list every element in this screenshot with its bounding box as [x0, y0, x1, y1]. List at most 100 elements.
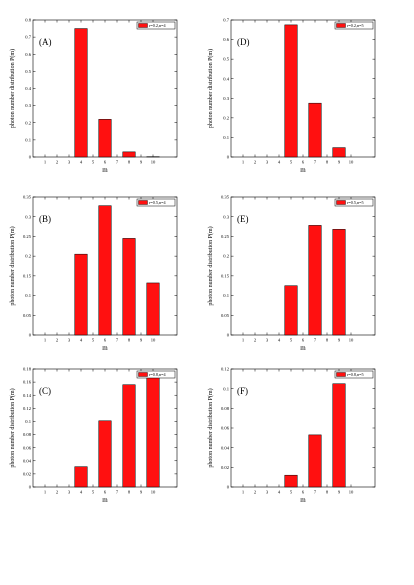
y-tick-label: 0.06 [221, 426, 230, 431]
y-tick-label: 0.18 [23, 367, 32, 372]
x-tick-label: 1 [44, 490, 47, 495]
legend-label: r=0.5,n=4 [149, 200, 166, 206]
x-tick-label: 4 [278, 338, 281, 343]
bar [284, 24, 298, 158]
x-tick-label: 7 [314, 160, 317, 165]
bar [308, 225, 322, 336]
bar [122, 384, 136, 488]
y-tick-label: 0.12 [23, 406, 32, 411]
bar [98, 119, 112, 158]
x-tick-label: 7 [314, 338, 317, 343]
x-tick-label: 5 [92, 338, 95, 343]
panel-label: (D) [237, 37, 250, 47]
bar [122, 238, 136, 336]
x-tick-label: 1 [242, 338, 245, 343]
bar [332, 147, 346, 158]
y-tick-label: 0.35 [23, 195, 32, 200]
x-tick-label: 6 [302, 490, 305, 495]
x-tick-label: 6 [104, 338, 107, 343]
y-axis-label: photon number distribution P(m) [9, 226, 16, 305]
y-tick-label: 0 [29, 485, 32, 490]
x-tick-label: 8 [326, 490, 329, 495]
x-axis-label: m [300, 496, 306, 504]
x-axis-label: m [102, 496, 108, 504]
y-tick-label: 0.35 [221, 195, 230, 200]
legend-swatch [336, 372, 346, 377]
x-tick-label: 10 [349, 160, 354, 165]
y-tick-label: 0.2 [223, 115, 229, 120]
y-tick-label: 0.12 [221, 367, 230, 372]
x-tick-label: 9 [140, 338, 143, 343]
y-tick-label: 0.1 [25, 137, 31, 142]
y-tick-label: 0.7 [223, 18, 229, 23]
x-tick-label: 2 [254, 338, 257, 343]
bar [146, 282, 160, 336]
x-tick-label: 5 [92, 490, 95, 495]
y-tick-label: 0.5 [25, 69, 31, 74]
legend-swatch [138, 200, 148, 205]
y-tick-label: 0.2 [25, 120, 31, 125]
x-tick-label: 3 [266, 338, 269, 343]
x-tick-label: 4 [278, 160, 281, 165]
y-tick-label: 0.04 [23, 458, 32, 463]
x-tick-label: 2 [56, 338, 59, 343]
y-tick-label: 0 [29, 333, 32, 338]
plot-frame [230, 196, 376, 336]
y-tick-label: 0 [227, 485, 230, 490]
x-tick-label: 7 [116, 338, 119, 343]
y-tick-label: 0.6 [223, 37, 229, 42]
x-tick-label: 10 [349, 490, 354, 495]
x-tick-label: 4 [80, 338, 83, 343]
x-tick-label: 3 [68, 490, 71, 495]
legend-label: r=0.2,n=5 [347, 23, 364, 29]
y-tick-label: 0.25 [221, 234, 230, 239]
y-tick-label: 0 [29, 155, 32, 160]
y-tick-label: 0.1 [25, 293, 31, 298]
y-axis-label: photon number distribution P(m) [207, 226, 214, 305]
y-tick-label: 0.14 [23, 393, 32, 398]
x-tick-label: 2 [254, 160, 257, 165]
x-axis-label: m [300, 344, 306, 352]
y-tick-label: 0.15 [221, 273, 230, 278]
legend-swatch [336, 23, 346, 28]
y-tick-label: 0.3 [223, 96, 229, 101]
legend-label: r=0.5,n=5 [347, 200, 364, 206]
legend-box [334, 198, 374, 207]
bar [308, 434, 322, 488]
panel-label: (A) [39, 37, 52, 47]
legend-box [136, 21, 176, 30]
panel-label: (B) [39, 214, 51, 224]
y-tick-label: 0.8 [25, 18, 31, 23]
chart-panel: 0 0.05 0.1 0.15 0.2 0.25 0.3 0.35 1 2 3 4 5 6 7 8 9 10 r=0… [207, 195, 376, 352]
x-tick-label: 9 [338, 160, 341, 165]
y-tick-label: 0.05 [221, 313, 230, 318]
x-tick-label: 8 [128, 160, 131, 165]
y-tick-label: 0.06 [23, 445, 32, 450]
y-axis-label: photon number distribution P(m) [9, 49, 16, 128]
x-tick-label: 8 [128, 490, 131, 495]
y-axis-label: photon number distribution P(m) [207, 49, 214, 128]
x-tick-label: 6 [104, 160, 107, 165]
x-axis-label: m [102, 166, 108, 174]
chart-panel: 0 0.02 0.04 0.06 0.08 0.1 0.12 1 2 3 4 5 6 7 8 9 10 r=0.8… [207, 367, 376, 504]
y-tick-label: 0.1 [223, 293, 229, 298]
bar [284, 474, 298, 488]
x-tick-label: 3 [266, 160, 269, 165]
legend-box [136, 370, 176, 379]
y-tick-label: 0.6 [25, 52, 31, 57]
x-tick-label: 2 [56, 160, 59, 165]
y-tick-label: 0.4 [25, 86, 31, 91]
x-tick-label: 10 [151, 338, 156, 343]
x-tick-label: 8 [326, 160, 329, 165]
y-tick-label: 0.5 [223, 57, 229, 62]
x-tick-label: 10 [151, 160, 156, 165]
y-axis-label: photon number distribution P(m) [207, 388, 214, 467]
x-tick-label: 1 [44, 338, 47, 343]
bar [74, 466, 88, 488]
y-tick-label: 0.1 [223, 135, 229, 140]
y-tick-label: 0.4 [223, 76, 229, 81]
x-tick-label: 1 [44, 160, 47, 165]
x-axis-label: m [300, 166, 306, 174]
legend-box [136, 198, 176, 207]
y-tick-label: 0.2 [25, 254, 31, 259]
